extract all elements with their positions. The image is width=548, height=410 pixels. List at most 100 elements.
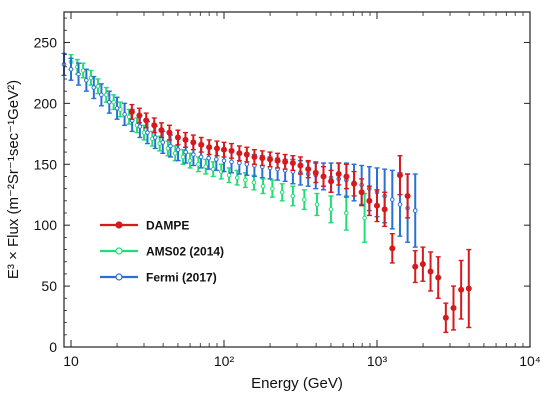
data-point xyxy=(126,114,132,120)
data-point xyxy=(91,85,97,90)
data-point xyxy=(244,161,250,167)
y-tick-label: 100 xyxy=(34,217,58,233)
data-point xyxy=(95,84,101,89)
data-point xyxy=(259,155,266,162)
data-point xyxy=(196,161,201,167)
data-point xyxy=(206,155,211,161)
x-tick-label: 10² xyxy=(214,353,235,369)
data-point xyxy=(351,180,358,187)
data-point xyxy=(279,189,285,195)
legend-entry: DAMPE xyxy=(100,219,189,233)
legend-label: Fermi (2017) xyxy=(146,271,217,285)
data-point xyxy=(305,166,312,173)
data-point xyxy=(168,143,173,149)
data-point xyxy=(427,268,434,275)
legend-entry: AMS02 (2014) xyxy=(100,245,224,259)
data-point xyxy=(328,178,335,185)
data-point xyxy=(103,92,109,98)
data-point xyxy=(152,135,158,140)
y-tick-label: 50 xyxy=(41,278,57,294)
data-point xyxy=(237,160,242,166)
data-point xyxy=(274,157,281,164)
y-tick-label: 200 xyxy=(34,95,58,111)
data-point xyxy=(114,105,120,111)
data-point xyxy=(289,160,296,167)
data-point xyxy=(381,206,388,213)
data-point xyxy=(221,158,227,163)
x-tick-label: 10⁴ xyxy=(519,353,541,369)
data-point xyxy=(297,162,304,169)
data-point xyxy=(214,157,219,162)
legend: DAMPE AMS02 (2014) Fermi (2017) xyxy=(100,219,224,285)
data-point xyxy=(175,147,181,152)
data-point xyxy=(151,122,158,129)
data-point xyxy=(206,144,213,151)
y-tick-label: 0 xyxy=(49,339,57,355)
data-point xyxy=(198,154,204,160)
data-point xyxy=(213,145,220,152)
data-point xyxy=(412,263,419,270)
legend-label: DAMPE xyxy=(146,219,189,233)
data-point xyxy=(234,175,240,180)
data-point xyxy=(397,202,403,207)
data-point xyxy=(182,136,189,143)
y-axis-label: E³ × Flux (m⁻²Sr⁻¹sec⁻¹GeV²) xyxy=(5,80,22,279)
data-point xyxy=(396,172,403,179)
data-point xyxy=(226,172,232,178)
data-point xyxy=(450,305,457,312)
data-point xyxy=(128,108,135,115)
data-point xyxy=(229,159,234,165)
data-point xyxy=(282,158,289,165)
legend-marker xyxy=(115,247,123,255)
x-tick-label: 10 xyxy=(63,353,79,369)
data-point xyxy=(99,92,104,98)
data-point xyxy=(302,197,307,202)
data-point xyxy=(174,134,181,141)
legend-label: AMS02 (2014) xyxy=(146,245,224,259)
data-point xyxy=(335,171,342,178)
data-point xyxy=(343,210,349,216)
data-point xyxy=(366,197,373,204)
data-point xyxy=(270,186,275,191)
y-tick-label: 150 xyxy=(34,156,58,172)
data-point xyxy=(122,112,127,117)
data-point xyxy=(290,193,296,199)
data-point xyxy=(68,66,74,72)
data-point xyxy=(183,149,189,155)
data-point xyxy=(158,127,165,134)
data-point xyxy=(465,285,472,292)
y-tick-label: 250 xyxy=(34,34,58,50)
x-axis-label: Energy (GeV) xyxy=(251,375,343,392)
data-point xyxy=(343,173,350,180)
data-point xyxy=(145,130,150,135)
data-point xyxy=(458,286,465,293)
data-point xyxy=(412,208,418,213)
data-point xyxy=(419,261,426,268)
data-point xyxy=(243,151,250,158)
data-point xyxy=(260,183,266,189)
data-point xyxy=(187,158,193,163)
plot-frame xyxy=(63,11,531,348)
data-point xyxy=(180,154,186,160)
data-point xyxy=(358,189,365,196)
data-point xyxy=(442,314,449,321)
data-point xyxy=(137,124,143,129)
data-point xyxy=(404,192,411,199)
data-point xyxy=(251,180,257,185)
data-point xyxy=(76,71,81,77)
data-point xyxy=(84,77,89,83)
data-point xyxy=(328,207,334,212)
x-tick-label: 10³ xyxy=(367,353,388,369)
data-point xyxy=(243,177,248,183)
data-point xyxy=(111,99,116,105)
series-dampe xyxy=(128,103,472,334)
data-point xyxy=(267,156,274,163)
data-point xyxy=(435,274,442,281)
data-point xyxy=(390,197,395,202)
legend-marker xyxy=(115,273,123,281)
data-point xyxy=(374,202,381,209)
data-point xyxy=(172,151,178,156)
data-point xyxy=(221,146,228,153)
data-point xyxy=(389,245,396,252)
data-point xyxy=(236,150,243,157)
